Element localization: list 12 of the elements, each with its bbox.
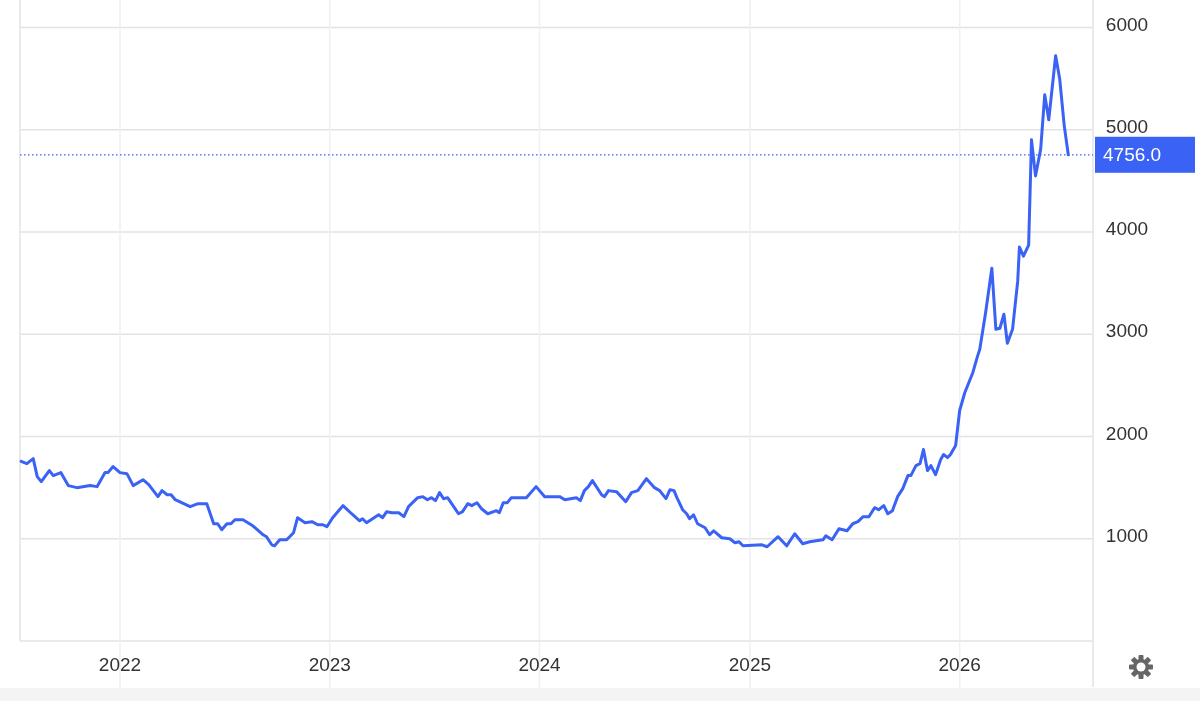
x-tick-label: 2026 [938, 654, 981, 676]
y-tick-label: 5000 [1105, 115, 1149, 137]
y-tick-label: 2000 [1105, 422, 1149, 444]
y-tick-label: 3000 [1105, 320, 1149, 342]
y-tick-label: 1000 [1105, 524, 1149, 546]
x-tick-label: 2024 [518, 654, 562, 676]
x-tick-label: 2025 [728, 654, 772, 676]
ref-line-label: 4756.0 [1103, 143, 1162, 165]
x-tick-label: 2023 [308, 654, 351, 676]
y-tick-label: 4000 [1105, 218, 1149, 240]
x-tick-label: 2022 [98, 654, 142, 676]
y-tick-label: 6000 [1105, 13, 1149, 35]
